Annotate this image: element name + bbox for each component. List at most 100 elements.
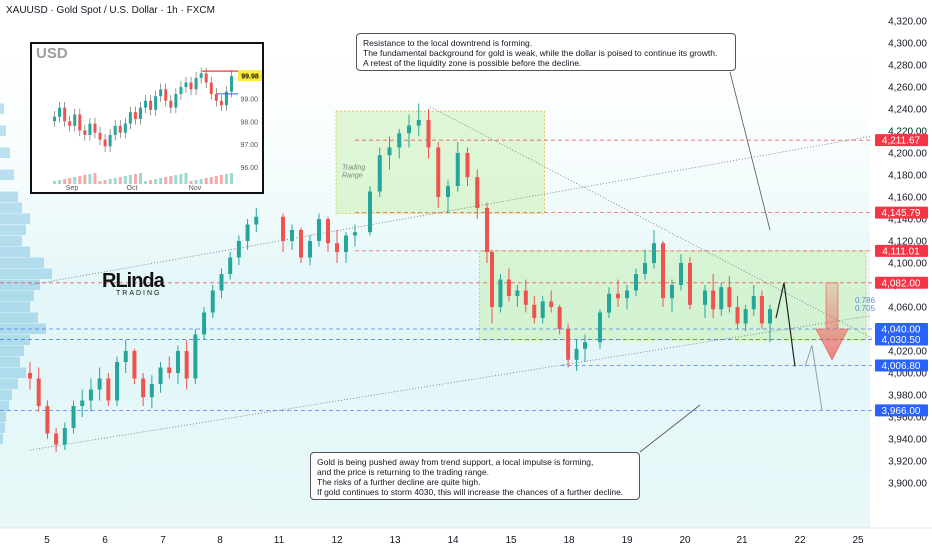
volume-profile-bar [0,202,22,213]
inset-volume-bar [98,181,102,184]
inset-candle-body [113,125,117,135]
inset-candle-body [224,91,228,106]
candle-body [317,219,321,241]
x-tick-label: 15 [505,535,517,546]
inset-candle-body [189,82,193,90]
volume-profile-bar [0,279,40,290]
candle-body [751,296,756,310]
bottom-note-line: If gold continues to storm 4030, this wi… [317,487,624,497]
y-tick-label: 3,900.00 [888,479,927,490]
candle-body [485,208,489,252]
volume-profile-bar [0,345,24,356]
y-tick-label: 4,280.00 [888,61,927,72]
inset-volume-bar [184,173,188,184]
logo-sub-text: TRADING [116,290,162,297]
candle-body [625,290,629,299]
volume-profile-bar [0,235,22,246]
candle-body [326,219,330,244]
candle-body [416,120,421,126]
candle-body [616,293,620,299]
inset-candle-body [164,89,168,101]
inset-volume-bar [108,179,112,184]
y-tick-label: 4,020.00 [888,347,927,358]
volume-profile-bar [0,356,20,367]
inset-volume-bar [83,175,87,184]
rlinda-logo: RLinda TRADING [102,270,165,297]
inset-volume-bar [113,178,117,184]
price-levels-layer [0,139,872,411]
logo-main-text: RLinda [102,270,165,292]
inset-volume-bar [128,175,132,184]
inset-volume-bar [199,179,203,184]
inset-candle-body [138,107,142,119]
price-tag [875,134,928,147]
candles-layer [28,103,772,453]
candle-body [308,241,312,258]
x-tick-label: 5 [44,535,50,546]
y-axis[interactable]: 3,900.00 3,920.00 3,940.00 3,960.00 3,980.00… [872,0,932,550]
candle-body [28,373,32,379]
candle-body [607,293,611,313]
candle-body [236,241,241,258]
inset-volume-bar [58,180,62,184]
inset-candle-body [229,76,233,92]
inset-candle-body [184,82,188,88]
inset-candle-body [169,100,173,108]
x-tick-label: 7 [160,535,166,546]
y-axis-bg [872,0,932,550]
volume-profile-bar [0,224,26,235]
inset-x-label: Oct [127,185,138,192]
y-tick-label: 4,100.00 [888,259,927,270]
candle-body [506,279,511,296]
candle-body [727,287,732,307]
volume-profile-bar [0,268,52,279]
candle-body [36,378,41,406]
y-tick-label: 4,300.00 [888,39,927,50]
candle-body [254,216,259,225]
candle-body [106,378,111,401]
inset-x-label: Sep [66,185,79,192]
price-tag-label: 4,211.67 [882,136,921,147]
y-tick-label: 3,980.00 [888,391,927,402]
candle-body [407,125,411,134]
inset-volume-bar [93,173,97,184]
candle-body [88,389,93,401]
inset-candle-body [53,116,57,122]
inset-y-tick: 97.00 [240,142,258,149]
y-tick-label: 3,920.00 [888,457,927,468]
inset-candle-body [199,73,203,78]
volume-profile-bar [0,246,30,257]
inset-candle-body [93,123,97,133]
price-tag [875,333,928,346]
y-tick-label: 4,160.00 [888,193,927,204]
price-tag-label: 4,111.01 [882,246,920,257]
inset-candle-body [123,123,127,133]
volume-profile-bar [0,191,18,202]
candle-body [532,304,537,318]
candle-body [768,309,772,324]
inset-volume-bar [164,177,168,184]
inset-candle-body [103,139,107,147]
candle-body [465,153,470,178]
candle-body [679,263,683,285]
y-tick-label: 4,320.00 [888,17,927,28]
inset-last-tag [238,70,262,82]
inset-candle-body [88,123,92,135]
inset-candle-body [194,77,198,90]
projection-path-alt [804,345,823,411]
candle-body [158,367,163,384]
candle-body [475,177,480,208]
inset-candle-body [204,73,208,83]
candle-body [670,285,674,299]
candle-body [436,147,441,197]
x-tick-label: 12 [331,535,343,546]
inset-candle-body [133,112,137,119]
x-axis[interactable]: 5 6 7 8 11 12 13 14 15 18 19 20 21 22 25 [0,527,932,550]
price-tag [875,206,928,219]
trendlines-layer [29,106,881,451]
price-tag [875,244,928,257]
volume-profile-bar [0,169,14,180]
inset-volume-bar [194,180,198,184]
y-tick-label: 3,940.00 [888,435,927,446]
